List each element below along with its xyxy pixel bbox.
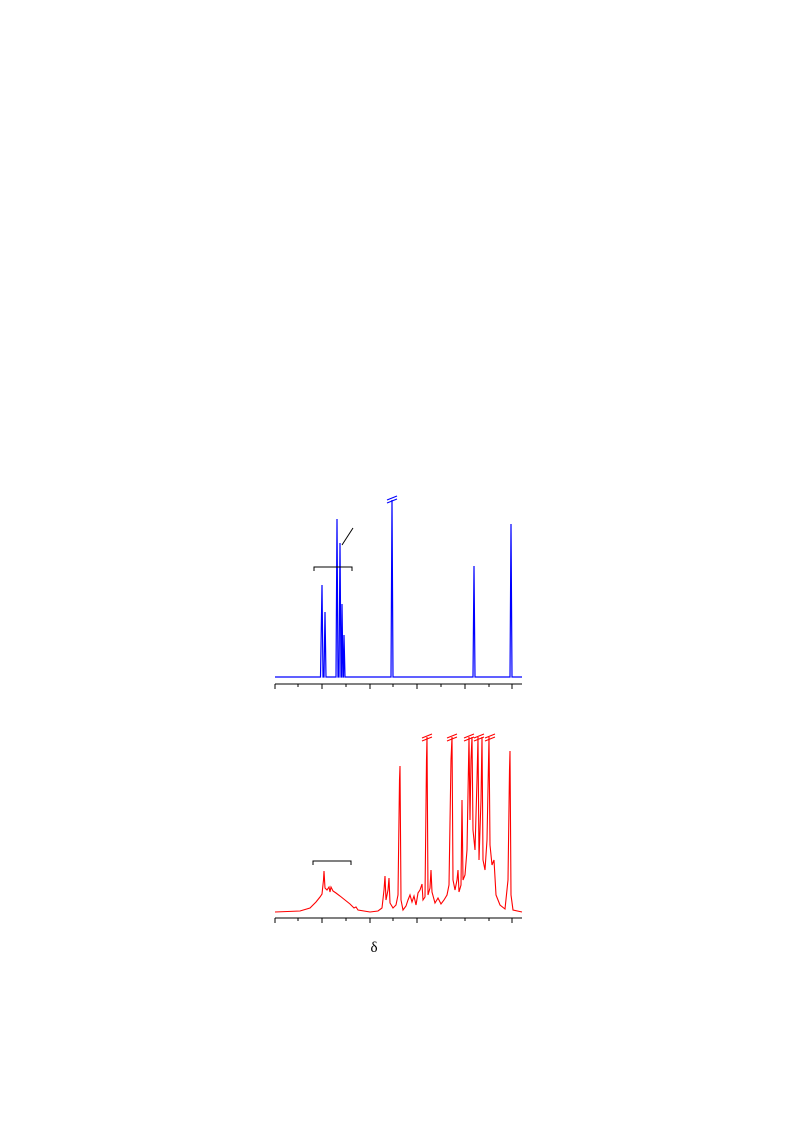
red-spectrum (274, 736, 523, 913)
bracket (312, 860, 352, 865)
break-mark (421, 733, 496, 742)
pointer-line (341, 527, 354, 546)
axis-label: δ (370, 940, 377, 956)
x-axis (274, 683, 522, 689)
bottom-spectrum: δ (274, 733, 523, 956)
blue-spectrum (275, 499, 522, 678)
break-mark (386, 495, 398, 504)
bracket (313, 566, 353, 571)
x-axis (274, 917, 522, 923)
top-spectrum (274, 495, 522, 689)
